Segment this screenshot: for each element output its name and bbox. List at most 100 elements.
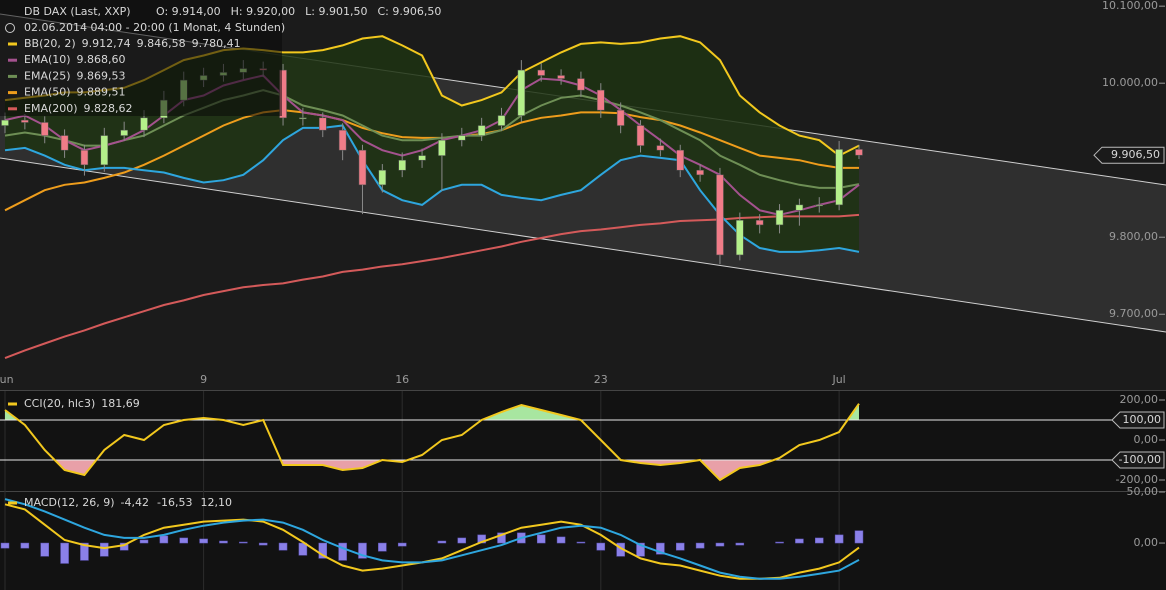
legend-value: -16,53 [157, 496, 192, 509]
legend-value: 9.868,60 [77, 53, 126, 66]
histogram-bar [258, 542, 268, 546]
macd-line [4, 498, 860, 580]
legend-bg [0, 0, 282, 116]
y-tick-label: 100,00 [1123, 413, 1162, 426]
histogram-bar [536, 534, 546, 544]
subtitle: 02.06.2014 04:00 - 20:00 (1 Monat, 4 Stu… [24, 21, 285, 34]
legend-swatch [8, 42, 17, 46]
histogram-bar [239, 541, 248, 544]
y-tick-label: 0,00 [1134, 433, 1159, 446]
histogram-bar [576, 541, 586, 544]
indicator-title: MACD(12, 26, 9) [24, 496, 115, 509]
candle-body [636, 125, 645, 146]
histogram-bar [497, 532, 506, 544]
y-tick-label: -100,00 [1119, 453, 1161, 466]
candle-body [537, 69, 545, 76]
candle-body [597, 89, 605, 111]
candle-body [676, 149, 684, 171]
histogram-bar [397, 542, 407, 547]
ohlc-label: C: 9.906,50 [377, 5, 441, 18]
level-box [1111, 451, 1165, 469]
candle-body [140, 117, 148, 131]
x-tick-label: 9 [200, 373, 207, 386]
histogram-bar [318, 542, 328, 559]
histogram-bar [775, 541, 784, 544]
candle-body [616, 109, 625, 126]
candle-body [815, 204, 824, 207]
level-box [1111, 411, 1165, 429]
legend-swatch [8, 74, 17, 78]
candle-body [775, 210, 784, 226]
chart-title: DB DAX (Last, XXP) [24, 5, 131, 18]
candle-body [418, 155, 426, 161]
candle-body [755, 220, 764, 226]
last-price-box [1093, 146, 1165, 164]
histogram-bar [378, 542, 387, 552]
histogram-bar [735, 542, 745, 546]
histogram-bar [338, 542, 347, 561]
ema-line [4, 109, 859, 212]
y-tick-label: 200,00 [1120, 393, 1159, 406]
histogram-bar [199, 538, 208, 544]
candle-body [378, 169, 387, 186]
legend-swatch [8, 501, 17, 505]
histogram-bar [60, 542, 69, 564]
candle-body [60, 135, 69, 151]
candle-body [458, 135, 466, 141]
candle-body [319, 117, 327, 131]
histogram-bar [219, 540, 228, 544]
x-tick-label: Jul [831, 373, 845, 386]
candle-body [696, 169, 704, 176]
candle-body [855, 149, 863, 156]
cci-line [4, 403, 860, 482]
histogram-bar [457, 537, 467, 544]
candle-body [477, 125, 486, 136]
legend-value: 9.828,62 [84, 102, 133, 115]
legend-value: -4,42 [121, 496, 149, 509]
legend-value: 181,69 [101, 397, 140, 410]
histogram-bar [100, 542, 109, 557]
x-tick-label: 23 [594, 373, 608, 386]
legend-value: 9.912,74 [82, 37, 131, 50]
cci-panel [0, 391, 1166, 491]
legend-value: 9.889,51 [77, 86, 126, 99]
histogram-bar [159, 535, 169, 544]
y-tick-label: 10.100,00 [1102, 0, 1158, 12]
legend-value: 9.780,41 [192, 37, 241, 50]
histogram-bar [656, 542, 665, 555]
candle-body [358, 149, 367, 186]
histogram-bar [556, 536, 566, 544]
x-tick-label: Jun [0, 373, 14, 386]
y-tick-label: 9.800,00 [1109, 230, 1158, 243]
cci-fill [5, 460, 859, 480]
histogram-bar [815, 537, 824, 544]
candle-body [299, 117, 307, 120]
legend-value: 12,10 [200, 496, 232, 509]
legend-value: 9.869,53 [77, 69, 126, 82]
candle-body [398, 159, 406, 171]
histogram-bar [636, 542, 645, 557]
ohlc-label: O: 9.914,00 [156, 5, 221, 18]
ema-line [4, 89, 860, 189]
macd-panel [0, 492, 1166, 590]
legend-name: EMA(10) [24, 53, 71, 66]
legend-swatch [8, 107, 17, 111]
candle-body [100, 135, 109, 166]
histogram-bar [20, 542, 30, 549]
y-tick-label: 9.700,00 [1109, 307, 1158, 320]
x-tick-label: 16 [395, 373, 409, 386]
histogram-bar [596, 542, 606, 551]
candle-body [497, 115, 506, 126]
histogram-bar [854, 530, 864, 544]
candle-body [1, 119, 9, 126]
histogram-bar [358, 542, 367, 559]
indicator-title: CCI(20, hlc3) [24, 397, 95, 410]
histogram-bar [40, 542, 49, 557]
last-price-label: 9.906,50 [1111, 148, 1160, 161]
candle-body [438, 139, 446, 156]
candle-body [120, 129, 128, 136]
histogram-bar [834, 534, 844, 544]
candle-body [517, 69, 526, 116]
clock-icon [5, 23, 15, 33]
